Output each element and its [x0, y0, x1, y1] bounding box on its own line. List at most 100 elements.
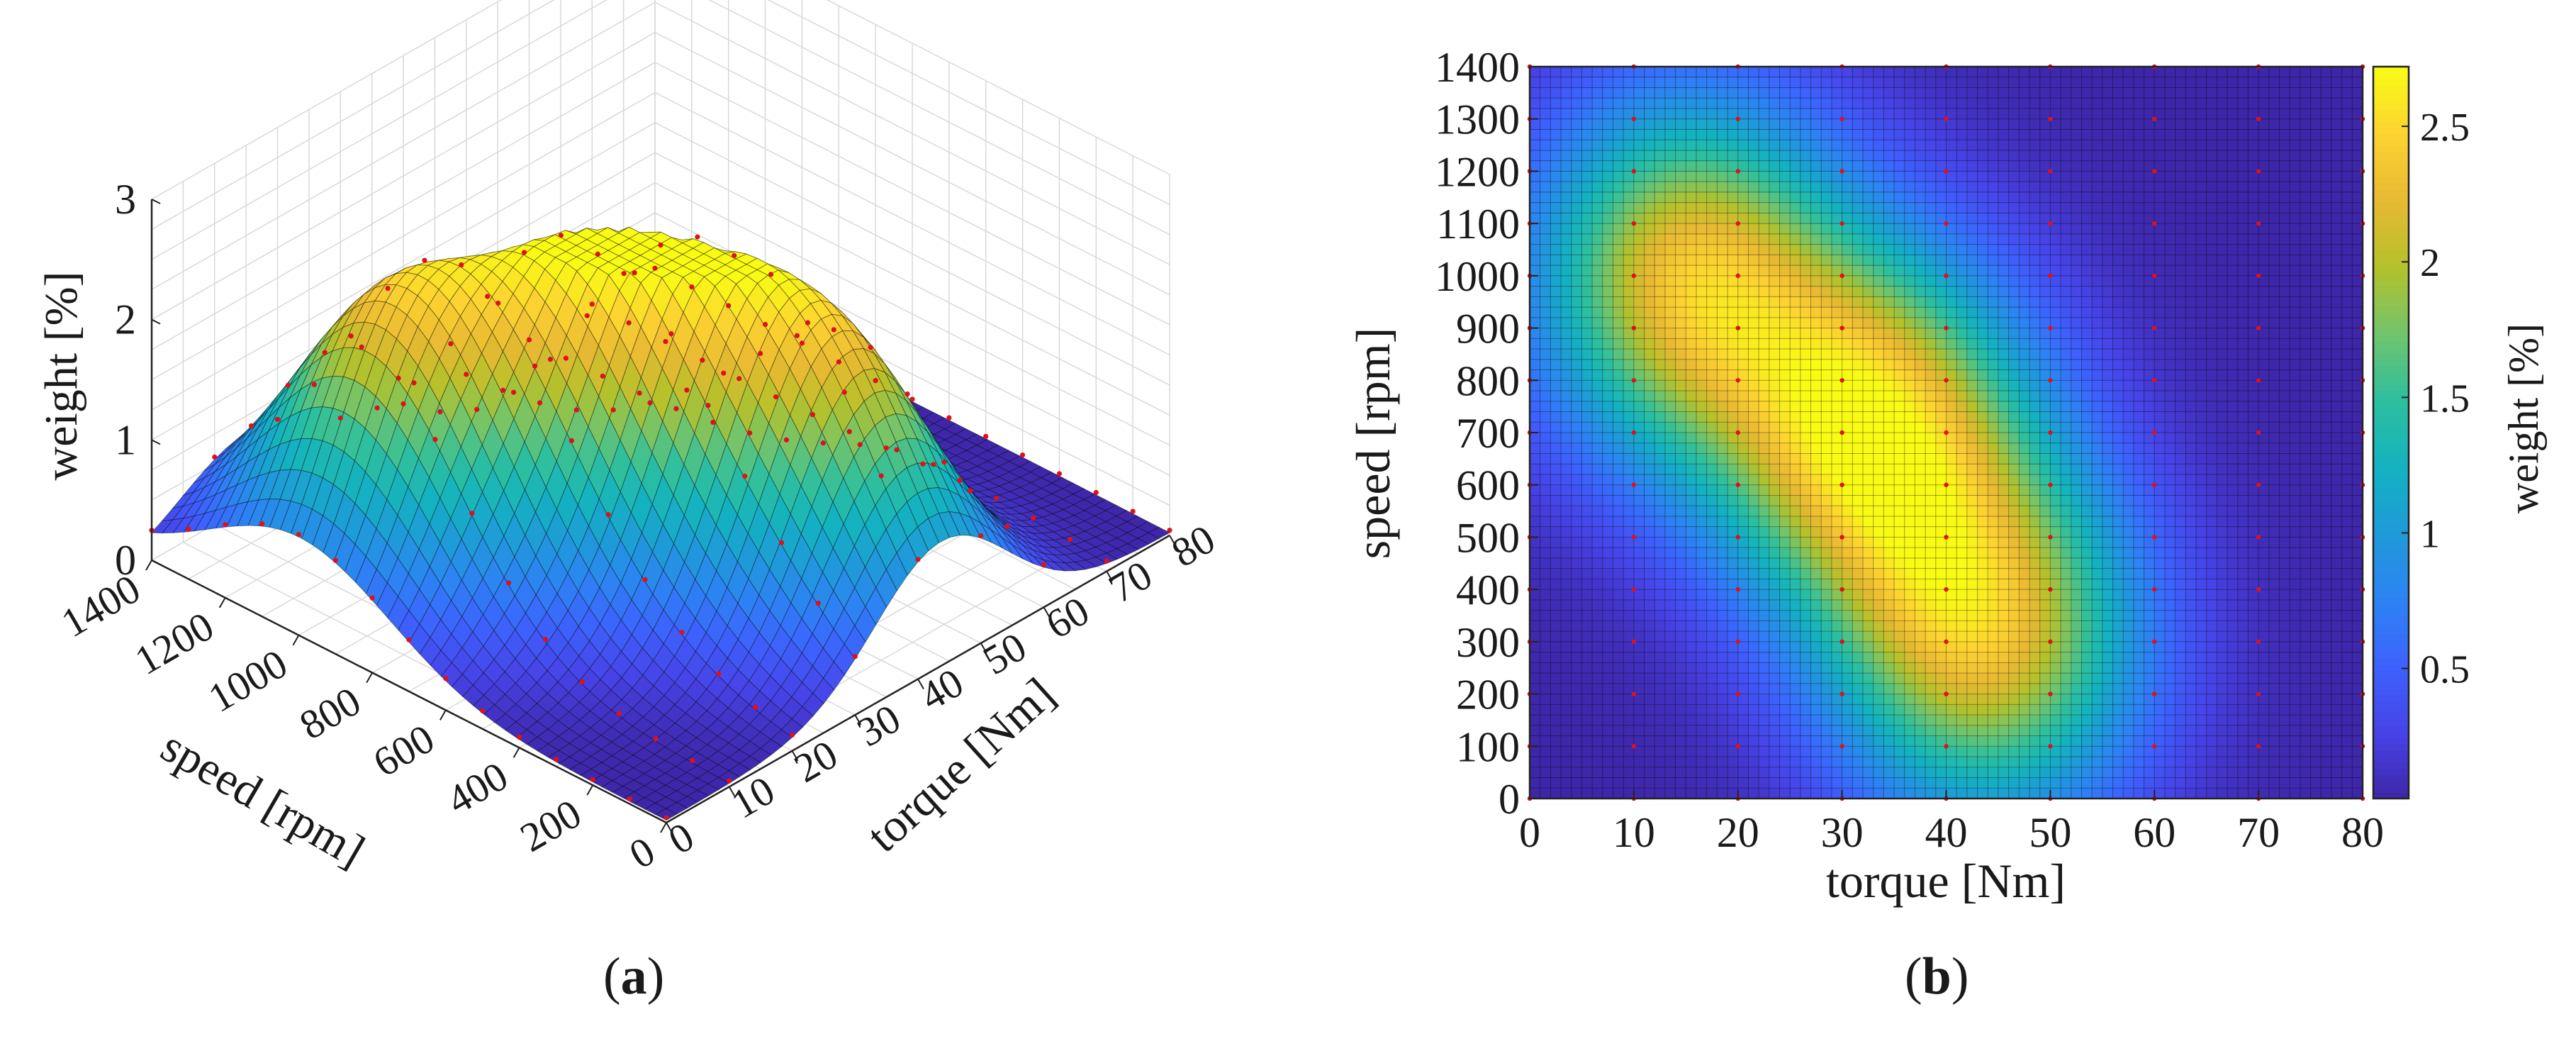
heatmap-cell: [1686, 191, 1697, 204]
heatmap-cell: [1686, 557, 1697, 569]
surface-patch: [419, 637, 442, 666]
heatmap-cell: [1644, 537, 1656, 548]
heatmap-cell: [1602, 160, 1614, 172]
heatmap-cell: [1561, 568, 1572, 580]
heatmap-cell: [1664, 757, 1676, 768]
surface-patch: [724, 269, 748, 285]
heatmap-cell: [1696, 118, 1708, 130]
heatmap-cell: [1831, 526, 1843, 538]
heatmap-cell: [1561, 182, 1572, 193]
heatmap-cell: [1790, 160, 1801, 172]
surface-patch: [643, 767, 666, 780]
heatmap-cell: [1727, 568, 1739, 580]
heatmap-cell: [1717, 443, 1728, 455]
heatmap-cell: [1571, 401, 1583, 413]
heatmap-cell: [1810, 516, 1822, 528]
heatmap-cell: [1779, 621, 1791, 632]
heatmap-cell: [1810, 328, 1822, 340]
heatmap-cell: [1654, 317, 1666, 329]
heatmap-cell: [1852, 275, 1864, 287]
heatmap-cell: [1664, 191, 1676, 204]
heatmap-cell: [1644, 328, 1656, 340]
heatmap-cell: [1873, 610, 1885, 622]
heatmap-cell: [1602, 140, 1614, 151]
heatmap-cell: [1623, 589, 1635, 601]
heatmap-cell: [1654, 202, 1666, 214]
heatmap-cell: [1759, 557, 1770, 569]
heatmap-cell: [1571, 788, 1583, 799]
heatmap-cell: [1810, 77, 1822, 89]
heatmap-cell: [1737, 694, 1749, 706]
heatmap-cell: [1810, 715, 1822, 726]
heatmap-cell: [1623, 735, 1635, 747]
heatmap-cell: [1863, 369, 1874, 382]
heatmap-cell: [1821, 715, 1832, 726]
heatmap-cell: [1779, 484, 1791, 496]
surface-patch: [759, 675, 782, 701]
heatmap-cell: [1810, 391, 1822, 402]
heatmap-cell: [1821, 443, 1832, 455]
heatmap-cell: [1706, 171, 1718, 182]
heatmap-cell: [1842, 589, 1854, 601]
surface-patch: [653, 671, 676, 696]
heatmap-cell: [1571, 725, 1583, 737]
heatmap-cell: [1727, 233, 1739, 245]
surface-x-tick-label: 30: [849, 695, 908, 755]
heatmap-cell: [1759, 87, 1770, 99]
heatmap-cell: [1873, 537, 1885, 548]
heatmap-cell: [1800, 244, 1812, 256]
heatmap-cell: [1654, 621, 1666, 632]
surface-sample-point: [285, 382, 291, 388]
heatmap-cell: [1540, 777, 1552, 789]
heatmap-cell: [1581, 433, 1593, 444]
heatmap-cell: [1686, 171, 1697, 182]
heatmap-cell: [1571, 160, 1583, 172]
heatmap-cell: [1769, 140, 1781, 151]
heatmap-cell: [1821, 77, 1832, 89]
heatmap-cell: [1540, 579, 1552, 590]
heatmap-cell: [1675, 191, 1687, 204]
heatmap-cell: [1748, 191, 1759, 204]
surface-sample-point: [495, 300, 501, 306]
heatmap-cell: [1654, 725, 1666, 737]
heatmap-cell: [1675, 422, 1687, 433]
surface-patch: [1062, 482, 1085, 495]
heatmap-cell: [1550, 401, 1562, 413]
heatmap-cell: [1686, 725, 1697, 737]
heatmap-cell: [1592, 735, 1603, 747]
surface-sample-point: [1004, 523, 1010, 530]
surface-sample-point: [500, 387, 506, 393]
heatmap-cell: [1727, 631, 1739, 643]
surface-y-tick-mark: [660, 822, 667, 833]
heatmap-cell: [1561, 67, 1572, 78]
heatmap-cell: [1821, 160, 1832, 172]
heatmap-cell: [1540, 443, 1552, 455]
heatmap-cell: [1863, 704, 1874, 716]
heatmap-cell: [1717, 307, 1728, 318]
heatmap-cell: [1664, 150, 1676, 162]
surface-patch: [417, 305, 439, 343]
heatmap-cell: [1675, 746, 1687, 757]
surface-patch: [885, 413, 907, 443]
heatmap-cell: [1550, 160, 1562, 172]
heatmap-cell: [1675, 286, 1687, 298]
heatmap-cell: [1664, 652, 1676, 664]
heatmap-cell: [1790, 735, 1801, 747]
heatmap-cell: [1769, 317, 1781, 329]
heatmap-cell: [1686, 694, 1697, 706]
heatmap-cell: [1633, 746, 1645, 757]
heatmap-cell: [1550, 338, 1562, 350]
heatmap-cell: [1852, 317, 1864, 329]
heatmap-cell: [1602, 233, 1614, 245]
heatmap-cell: [1571, 715, 1583, 726]
heatmap-cell: [1737, 129, 1749, 140]
heatmap-cell: [1706, 338, 1718, 350]
heatmap-cell: [1842, 328, 1854, 340]
heatmap-cell: [1810, 160, 1822, 172]
surface-patch: [907, 526, 929, 563]
heatmap-cell: [1759, 422, 1770, 433]
heatmap-cell: [1863, 265, 1874, 277]
heatmap-cell: [1644, 160, 1656, 172]
heatmap-cell: [1571, 349, 1583, 360]
heatmap-cell: [1706, 223, 1718, 235]
